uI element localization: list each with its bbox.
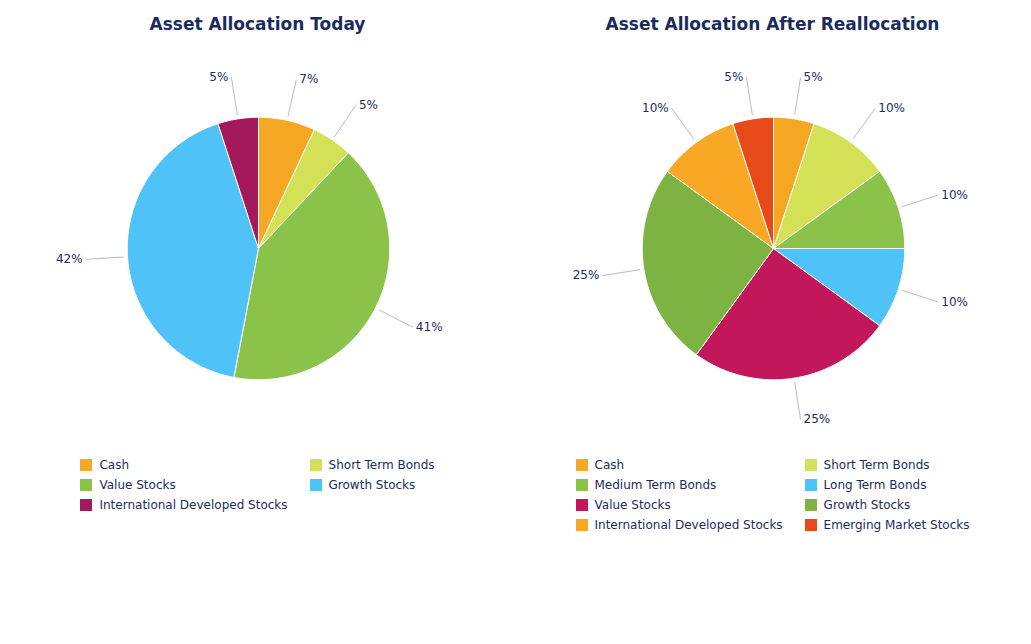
html-text:Emerging Market Stocks: Emerging Market Stocks (823, 518, 970, 532)
svg-text:25%: 25% (803, 412, 830, 426)
html-text:International Developed Stocks: International Developed Stocks (99, 498, 288, 512)
svg-text:5%: 5% (724, 70, 743, 84)
html-text:Short Term Bonds: Short Term Bonds (328, 458, 435, 472)
html-text:Medium Term Bonds: Medium Term Bonds (594, 478, 717, 492)
html-text:International Developed Stocks: International Developed Stocks (594, 518, 783, 532)
svg-text:42%: 42% (55, 252, 82, 266)
html-text:Long Term Bonds: Long Term Bonds (823, 478, 927, 492)
svg-text:25%: 25% (572, 268, 599, 282)
svg-text:10%: 10% (641, 101, 668, 115)
html-text:Cash: Cash (99, 458, 130, 472)
svg-text:5%: 5% (803, 70, 822, 84)
svg-text:5%: 5% (358, 98, 377, 112)
html-text:Short Term Bonds: Short Term Bonds (823, 458, 930, 472)
svg-text:41%: 41% (415, 320, 442, 334)
html-text:Asset Allocation After Realloc: Asset Allocation After Reallocation (605, 14, 940, 34)
html-text:Growth Stocks: Growth Stocks (823, 498, 911, 512)
svg-text:7%: 7% (299, 72, 318, 86)
svg-text:10%: 10% (878, 101, 905, 115)
html-text:Asset Allocation Today: Asset Allocation Today (149, 14, 366, 34)
html-text:Value Stocks: Value Stocks (594, 498, 671, 512)
html-text:Growth Stocks: Growth Stocks (328, 478, 416, 492)
svg-text:5%: 5% (209, 70, 228, 84)
svg-text:10%: 10% (941, 295, 968, 309)
html-text:Value Stocks: Value Stocks (99, 478, 176, 492)
svg-text:10%: 10% (941, 188, 968, 202)
html-text:Cash: Cash (594, 458, 625, 472)
